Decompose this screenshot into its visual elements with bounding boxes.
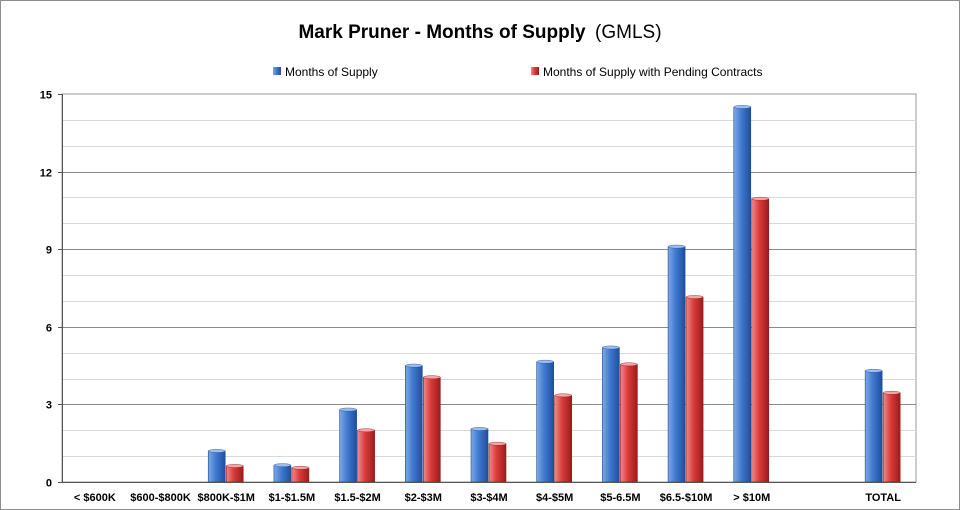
bar-pending-contracts: [685, 296, 704, 483]
bar-pending-contracts: [423, 376, 441, 483]
x-tick-label: $800K-$1M: [197, 492, 254, 504]
bar-pending-contracts: [751, 198, 770, 483]
bar-top-cap: [273, 463, 292, 467]
bar-top-cap: [536, 359, 554, 364]
chart-subtitle: (GMLS): [595, 22, 662, 43]
legend-swatch-months-of-supply: [273, 67, 281, 75]
x-axis: < $600K $600-$800K $800K-$1M $1-$1.5M $1.5-$…: [62, 482, 916, 504]
x-tick-label: $5-6.5M: [600, 492, 640, 504]
bar-months-of-supply: [667, 246, 686, 483]
bar-top-cap: [882, 390, 901, 395]
legend: Months of Supply Months of Supply with P…: [273, 65, 762, 79]
legend-label-months-of-supply: Months of Supply: [285, 65, 378, 79]
x-tick-label: $4-$5M: [536, 492, 573, 504]
bar-pending-contracts: [291, 467, 310, 483]
bar-top-cap: [470, 427, 489, 431]
bars: [207, 105, 901, 483]
x-tick-label: TOTAL: [865, 492, 901, 504]
bar-pending-contracts: [620, 364, 638, 483]
bar-pending-contracts: [225, 465, 244, 483]
bar-top-cap: [667, 244, 686, 249]
x-tick-label: $6.5-$10M: [660, 492, 713, 504]
bar-top-cap: [602, 345, 620, 350]
bar-months-of-supply: [733, 106, 752, 483]
bar-pending-contracts: [882, 392, 901, 483]
bar-top-cap: [488, 441, 507, 446]
bar-top-cap: [405, 363, 423, 368]
bar-top-cap: [291, 465, 310, 470]
x-tick-label: < $600K: [74, 492, 116, 504]
bar-top-cap: [226, 464, 244, 468]
x-tick-label: $2-$3M: [405, 492, 442, 504]
bar-top-cap: [620, 362, 638, 367]
bar-top-cap: [208, 449, 226, 453]
legend-label-pending-contracts: Months of Supply with Pending Contracts: [543, 65, 762, 79]
bar-pending-contracts: [357, 429, 375, 483]
y-tick-label: 3: [46, 400, 52, 412]
y-tick-label: 12: [40, 168, 52, 180]
y-tick-label: 9: [46, 245, 52, 257]
y-tick-label: 15: [40, 90, 52, 102]
y-tick-label: 0: [46, 478, 52, 490]
bar-top-cap: [357, 428, 375, 433]
y-axis: 0 3 6 9 12 15: [40, 90, 63, 490]
bar-top-cap: [864, 368, 883, 373]
x-tick-label: $3-$4M: [470, 492, 507, 504]
bar-months-of-supply: [536, 361, 554, 483]
chart-title-main: Mark Pruner - Months of Supply: [298, 22, 586, 43]
bar-top-cap: [554, 393, 572, 398]
bar-pending-contracts: [554, 395, 572, 483]
bar-top-cap: [751, 196, 769, 201]
bar-pending-contracts: [488, 443, 507, 483]
bar-top-cap: [733, 105, 751, 109]
x-tick-label: $1-$1.5M: [269, 492, 315, 504]
legend-swatch-pending-contracts: [531, 67, 539, 75]
chart-title: Mark Pruner - Months of Supply (GMLS): [298, 22, 661, 43]
plot-area: [61, 93, 917, 483]
bar-months-of-supply: [864, 370, 883, 483]
bar-months-of-supply: [273, 464, 292, 483]
bar-top-cap: [685, 295, 704, 299]
bar-top-cap: [423, 375, 441, 380]
bar-months-of-supply: [470, 428, 489, 483]
bar-months-of-supply: [339, 409, 357, 483]
x-tick-label: > $10M: [733, 492, 770, 504]
bar-months-of-supply: [602, 347, 620, 483]
bar-months-of-supply: [207, 450, 226, 483]
x-tick-label: $600-$800K: [130, 492, 191, 504]
bar-top-cap: [339, 407, 357, 412]
y-tick-label: 6: [46, 323, 52, 335]
x-tick-label: $1.5-$2M: [334, 492, 380, 504]
bar-months-of-supply: [405, 365, 423, 483]
gridlines: [61, 93, 917, 483]
